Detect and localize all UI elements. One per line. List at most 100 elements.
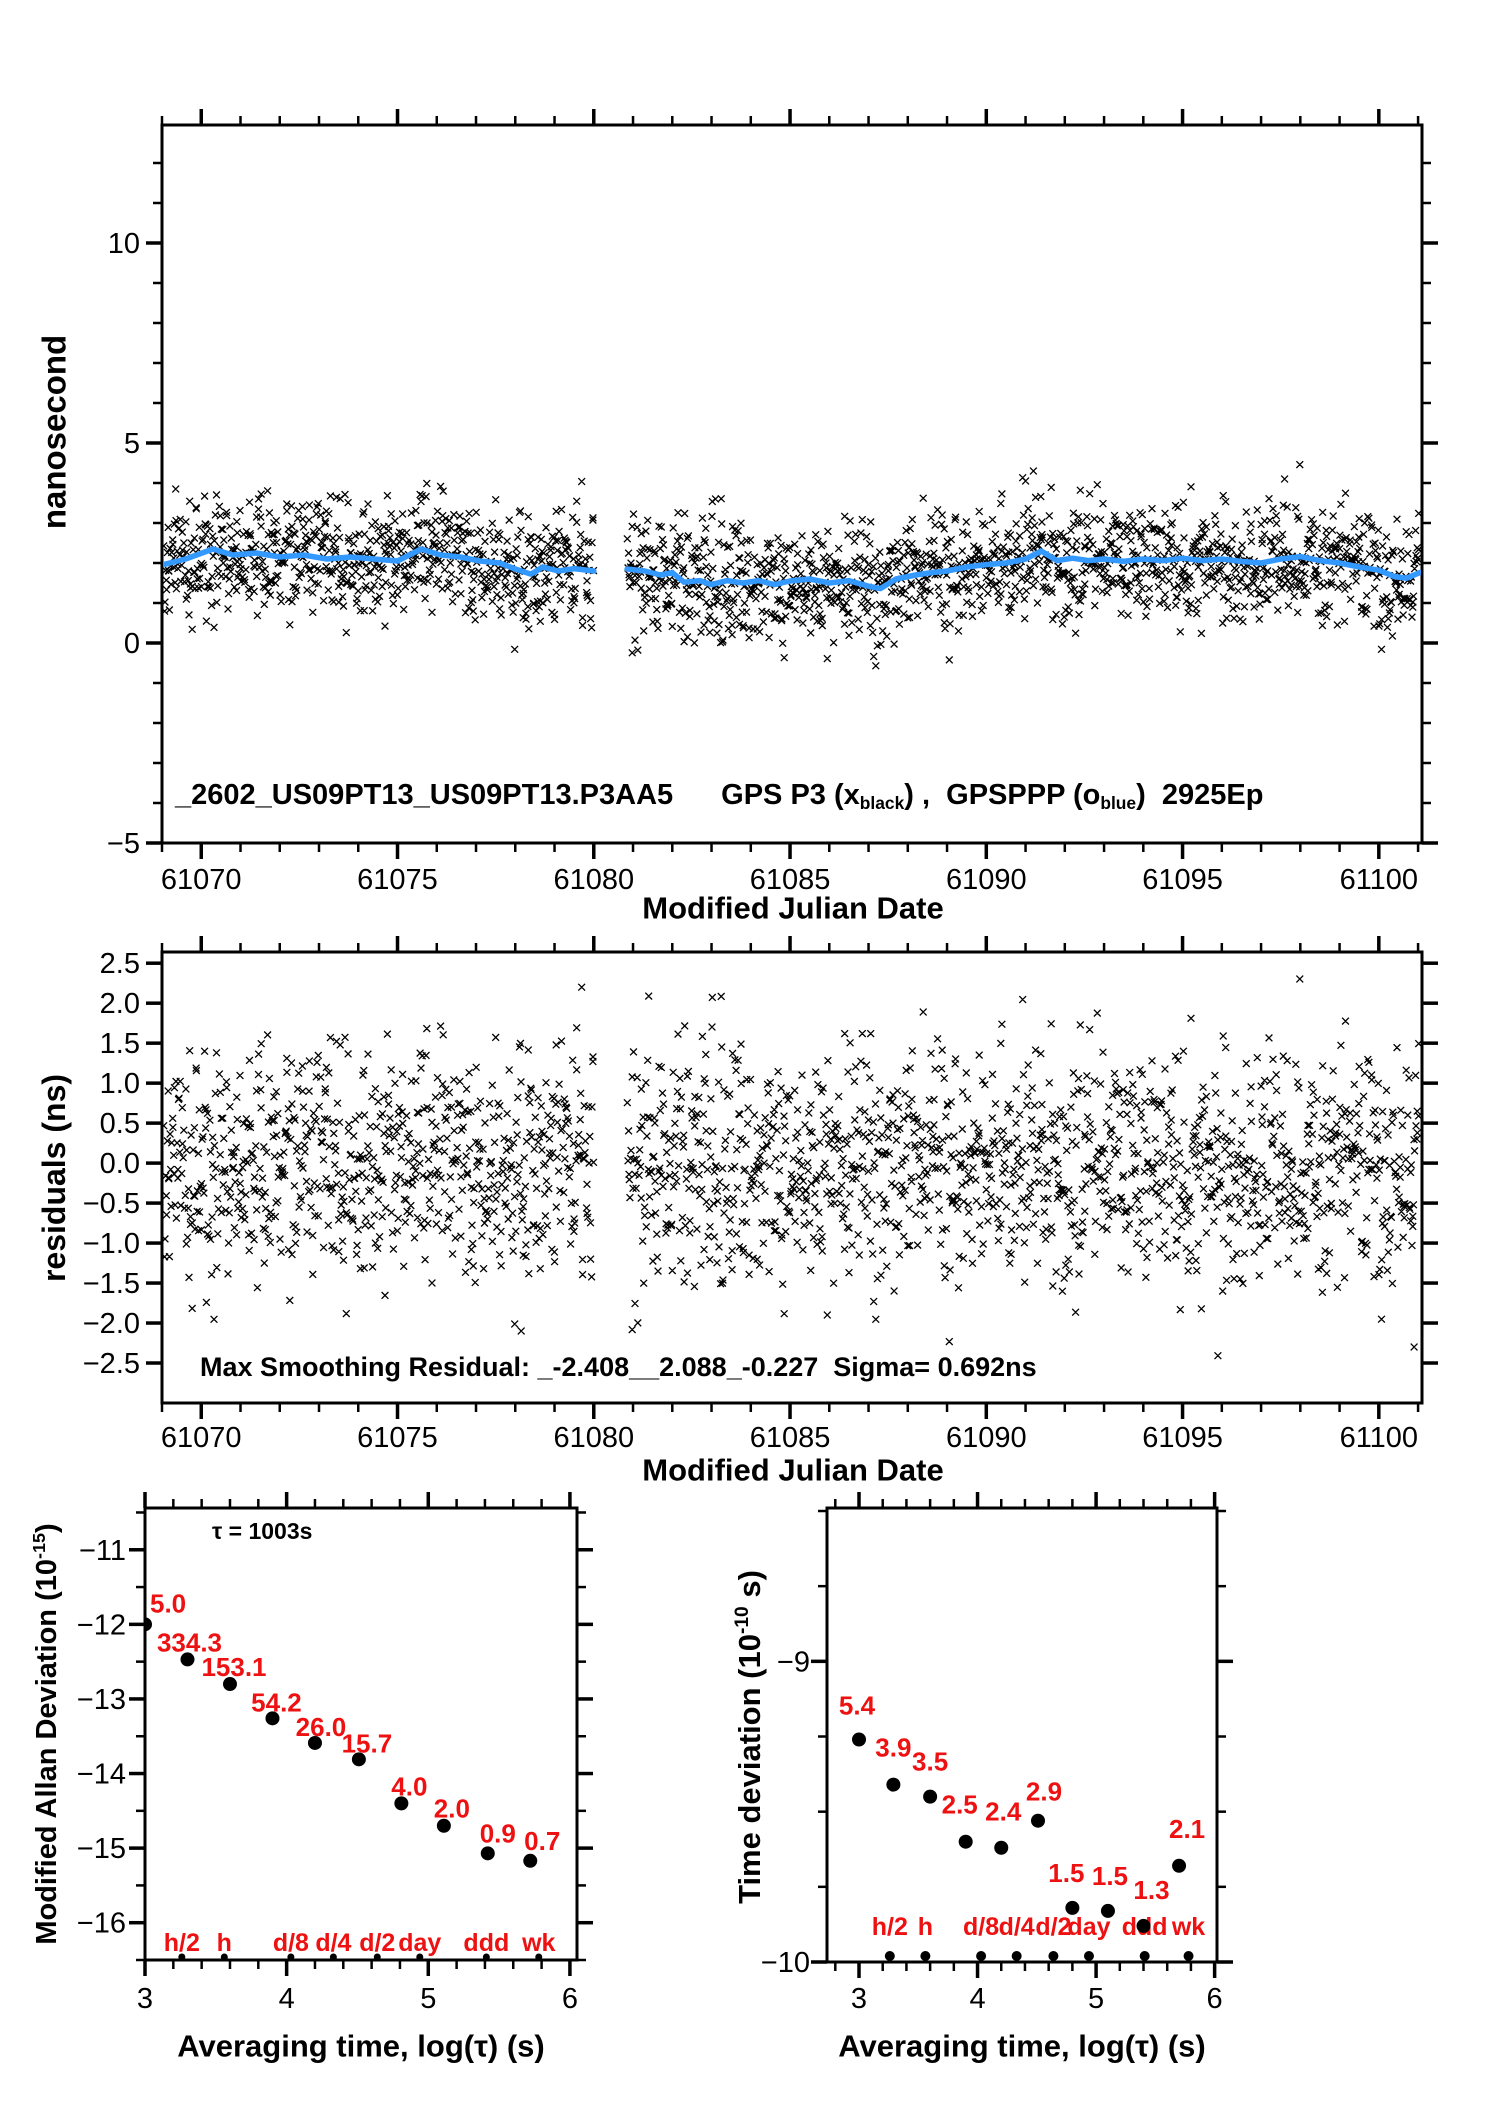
y-tick-label: −14 — [77, 1759, 126, 1791]
x-tick-label: 61075 — [357, 1422, 438, 1454]
point-value-label: 2.5 — [942, 1790, 978, 1820]
residuals-scatter — [163, 975, 1421, 1360]
top-ylabel: nanosecond — [35, 334, 73, 530]
mdev-xlabel: Averaging time, log(τ) (s) — [177, 2028, 545, 2064]
axes — [146, 109, 1438, 859]
point-value-label: 0.9 — [480, 1818, 516, 1848]
y-tick-label: 0.0 — [100, 1148, 140, 1180]
calendar-dot — [373, 1953, 381, 1959]
x-tick-label: 61070 — [161, 1422, 242, 1454]
y-tick-label: −15 — [77, 1833, 126, 1865]
gpsppp-smoothed-line — [163, 546, 597, 577]
title-tail-text: ) 2925Ep — [1136, 779, 1264, 811]
data-point-dot — [523, 1853, 538, 1868]
y-tick-label: −2.5 — [83, 1348, 140, 1380]
x-tick-label: 61090 — [946, 864, 1027, 896]
data-point-dot — [222, 1677, 237, 1692]
tick-labels: 61070 61075 61080 61085 61090 61095 61100 −5 0 5 1… — [107, 228, 1418, 896]
point-value-label: 4.0 — [391, 1771, 427, 1801]
point-value-label: 2.1 — [1169, 1814, 1205, 1844]
calendar-dot — [287, 1953, 295, 1959]
calendar-label: d/8 — [273, 1929, 309, 1957]
y-tick-label: −16 — [77, 1908, 126, 1940]
x-tick-label: 5 — [420, 1983, 436, 2015]
tick-labels: 61070 61075 61080 61085 61090 61095 61100 2.5 2.… — [83, 948, 1418, 1454]
y-tick-label: −0.5 — [83, 1188, 140, 1220]
x-tick-label: 3 — [137, 1983, 153, 2015]
mdev-ylabel-main: Modified Allan Deviation (10 — [30, 1559, 63, 1945]
calendar-dot — [976, 1951, 987, 1961]
y-tick-label: 1.5 — [100, 1028, 140, 1060]
y-tick-label: −11 — [79, 1535, 126, 1567]
calendar-dot — [535, 1953, 543, 1959]
max-smoothing-residual-annotation: Max Smoothing Residual: _-2.408__2.088_-… — [200, 1352, 1037, 1382]
point-value-label: 26.0 — [296, 1712, 347, 1742]
title-run-id: _2602_US09PT13_US09PT13.P3AA5 — [175, 779, 674, 811]
calendar-dot — [178, 1953, 186, 1959]
x-tick-label: 61090 — [946, 1422, 1027, 1454]
residuals-ylabel: residuals (ns) — [36, 1073, 72, 1283]
plot-box — [160, 950, 1424, 1405]
y-tick-label: 0.5 — [100, 1108, 140, 1140]
x-tick-label: 61095 — [1142, 1422, 1223, 1454]
y-tick-label: −2.0 — [83, 1308, 140, 1340]
point-value-label: 15.7 — [342, 1728, 393, 1758]
data-point-dot — [1136, 1918, 1151, 1933]
tdev-panel: 3 4 5 6−9−105.43.9 3.52.5 2.42.91.5 1.5 1.32.1h… — [761, 1492, 1233, 2015]
tdev-ylabel: Time deviation (10-10 s) — [731, 1570, 767, 1904]
top-panel-title: _2602_US09PT13_US09PT13.P3AA5 GPS P3 (xbl… — [175, 781, 1263, 812]
title-between-text: ) , GPSPPP (o — [904, 779, 1101, 811]
point-value-label: 334.3 — [157, 1627, 222, 1657]
point-value-label: 1.3 — [1133, 1875, 1169, 1905]
calendar-label: h/2 — [164, 1929, 200, 1957]
data-point-dot — [958, 1834, 973, 1849]
point-value-label: 5.0 — [150, 1588, 186, 1618]
tick-labels: 3 4 5 6 −11 −12 −13 −14 −15 −16 — [77, 1535, 578, 2015]
data-point-dot — [394, 1796, 409, 1811]
mdev-ylabel-close: ) — [30, 1523, 63, 1534]
x-tick-label: 5 — [1088, 1983, 1104, 2015]
calendar-dot — [1139, 1951, 1150, 1961]
point-value-label: 3.5 — [912, 1747, 948, 1777]
point-value-label: 153.1 — [201, 1652, 266, 1682]
calendar-label: h — [217, 1929, 232, 1957]
point-value-label: 5.4 — [839, 1691, 876, 1721]
calendar-dot — [220, 1953, 228, 1959]
y-tick-label: 2.5 — [100, 948, 140, 980]
data-point-dot — [886, 1777, 901, 1792]
data-point-dot — [146, 1617, 152, 1632]
tick-labels: 3 4 5 6 −9 −10 — [761, 1646, 1223, 2015]
y-tick-label: −10 — [761, 1947, 810, 1979]
calendar-label: d/2 — [1035, 1913, 1071, 1941]
calendar-label: d/8 — [963, 1913, 999, 1941]
plot-box — [160, 123, 1424, 845]
mdev-ylabel-sup: -15 — [29, 1533, 50, 1560]
point-value-label: 1.5 — [1092, 1861, 1128, 1891]
calendar-label: wk — [521, 1929, 555, 1957]
axes — [811, 1492, 1233, 1978]
data-point-dot — [1065, 1900, 1080, 1915]
calendar-dot — [482, 1953, 490, 1959]
y-tick-label: 1.0 — [100, 1068, 140, 1100]
x-tick-label: 61080 — [553, 1422, 634, 1454]
y-tick-label: −9 — [777, 1646, 810, 1678]
data-point-dot — [1031, 1813, 1046, 1828]
y-tick-label: −12 — [77, 1609, 126, 1641]
calendar-label: ddd — [463, 1929, 509, 1957]
x-tick-label: 6 — [562, 1983, 578, 2015]
calendar-label: d/2 — [359, 1929, 395, 1957]
tdev-ylabel-sup: -10 — [732, 1606, 754, 1635]
point-value-label: 2.9 — [1026, 1777, 1062, 1807]
calendar-dot — [920, 1951, 931, 1961]
y-tick-label: −1.5 — [83, 1268, 140, 1300]
calendar-dot — [1048, 1951, 1059, 1961]
point-value-label: 54.2 — [251, 1687, 302, 1717]
title-series1-text: GPS P3 (x — [721, 779, 860, 811]
gps-p3-scatter — [163, 460, 1421, 670]
tdev-ylabel-main: Time deviation (10 — [731, 1634, 767, 1904]
